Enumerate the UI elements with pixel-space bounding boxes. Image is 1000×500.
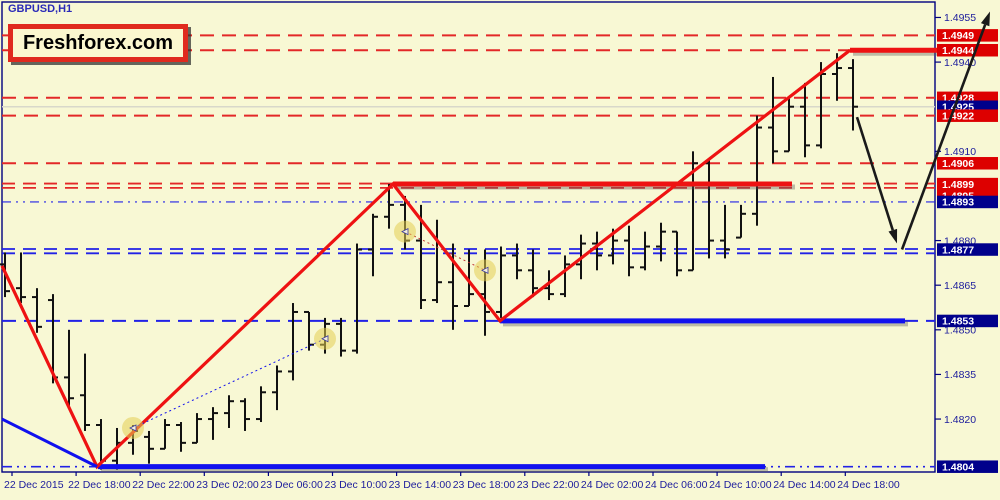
symbol-timeframe-label: GBPUSD,H1 [8, 3, 73, 15]
time-axis-label: 24 Dec 14:00 [773, 479, 836, 491]
blue-downtrend[interactable] [1, 417, 98, 468]
marker-arrow-icon [481, 266, 489, 274]
marker-arrow-icon [129, 424, 137, 432]
time-axis-label: 24 Dec 10:00 [709, 479, 772, 491]
marker-arrow-icon [401, 227, 409, 236]
time-axis-label: 22 Dec 18:00 [68, 479, 131, 491]
price-badge-text: 1.4899 [942, 179, 974, 191]
blue-dotted-minor[interactable] [132, 338, 326, 429]
price-badge [937, 195, 998, 209]
price-badge-text: 1.4804 [942, 461, 974, 473]
time-axis-label: 23 Dec 14:00 [389, 479, 452, 491]
forecast-arrow-shaft[interactable] [855, 116, 895, 231]
time-axis-label: 24 Dec 18:00 [837, 479, 900, 491]
time-axis-label: 24 Dec 06:00 [645, 479, 708, 491]
price-badge [937, 460, 998, 473]
time-axis-label: 23 Dec 22:00 [517, 479, 580, 491]
time-axis-label: 23 Dec 18:00 [453, 479, 516, 491]
price-badge-text: 1.4906 [942, 158, 974, 170]
price-axis-label: 1.4865 [944, 280, 976, 292]
time-axis-label: 23 Dec 10:00 [325, 479, 388, 491]
broker-watermark: Freshforex.com [8, 24, 188, 62]
price-badge-text: 1.4922 [942, 110, 974, 122]
forecast-arrow-head[interactable] [888, 228, 898, 244]
price-badge [937, 243, 998, 256]
red-zigzag[interactable] [0, 48, 851, 470]
marker-arrow-icon [321, 335, 329, 343]
price-badge-text: 1.4853 [942, 316, 974, 328]
price-badge [937, 157, 998, 170]
price-badge [937, 43, 998, 57]
price-badge-text: 1.4949 [942, 30, 974, 42]
price-badge [937, 177, 998, 191]
broker-watermark-text: Freshforex.com [22, 31, 174, 54]
price-axis-label: 1.4820 [944, 414, 976, 426]
time-axis-label: 23 Dec 02:00 [196, 479, 259, 491]
price-axis-label: 1.4940 [944, 57, 976, 69]
price-badge-text: 1.4877 [942, 244, 974, 256]
forecast-arrow-shaft[interactable] [900, 24, 987, 250]
time-axis-label: 22 Dec 22:00 [132, 479, 195, 491]
forecast-arrow-head[interactable] [980, 11, 990, 27]
price-badge-text: 1.4944 [942, 45, 974, 57]
price-axis-label: 1.4910 [944, 146, 976, 158]
price-axis-label: 1.4955 [944, 12, 976, 24]
plot-border [1, 1, 936, 473]
time-axis-label: 24 Dec 02:00 [581, 479, 644, 491]
time-axis-label: 23 Dec 06:00 [260, 479, 323, 491]
price-badge [937, 314, 998, 328]
price-axis-label: 1.4850 [944, 325, 976, 337]
time-axis-label: 22 Dec 2015 [4, 479, 64, 491]
price-badge-text: 1.4893 [942, 197, 974, 209]
price-axis-label: 1.4835 [944, 369, 976, 381]
